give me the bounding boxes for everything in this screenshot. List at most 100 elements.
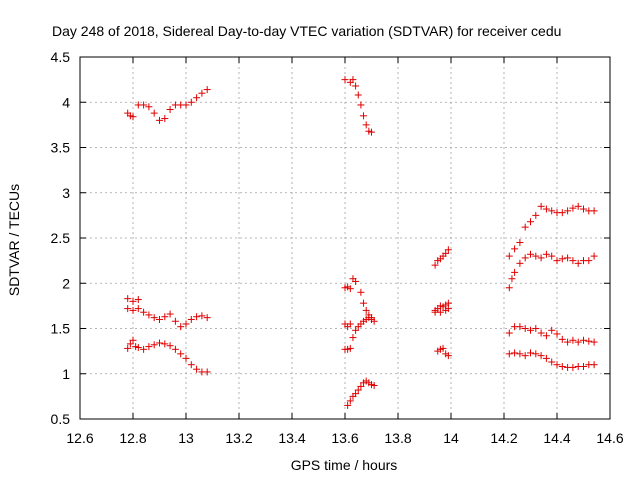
data-point <box>352 326 360 334</box>
data-point <box>537 352 545 360</box>
data-point <box>542 332 550 340</box>
data-point <box>553 257 561 265</box>
data-point <box>140 101 148 109</box>
data-point <box>444 352 452 360</box>
data-point <box>521 352 529 360</box>
data-point <box>187 315 195 323</box>
data-point <box>532 252 540 260</box>
data-point <box>542 205 550 213</box>
data-point <box>129 336 137 344</box>
data-point <box>124 305 132 313</box>
data-point <box>564 207 572 215</box>
data-point <box>553 361 561 369</box>
data-point <box>360 112 368 120</box>
data-point <box>516 350 524 358</box>
data-point <box>156 116 163 124</box>
data-point <box>537 329 545 337</box>
data-point <box>548 326 556 334</box>
data-point <box>346 285 354 293</box>
y-tick-label: 4.5 <box>51 49 71 65</box>
data-point <box>346 320 354 328</box>
y-tick-label: 3.5 <box>51 140 71 156</box>
data-point <box>574 259 582 267</box>
data-point <box>527 218 534 226</box>
data-point <box>508 275 516 283</box>
data-point <box>585 337 593 345</box>
data-point <box>346 397 354 405</box>
data-point <box>140 308 148 316</box>
data-point <box>177 323 185 331</box>
x-tick-label: 14.6 <box>596 430 623 446</box>
data-point <box>569 336 577 344</box>
data-point <box>145 103 153 111</box>
data-point <box>357 288 365 296</box>
data-point <box>580 205 587 213</box>
data-point <box>129 306 137 314</box>
data-point <box>548 252 556 260</box>
data-point <box>124 295 132 303</box>
data-point <box>150 341 158 349</box>
data-point <box>370 382 378 390</box>
data-point <box>590 207 598 215</box>
data-point <box>516 259 524 267</box>
data-point <box>129 297 137 305</box>
data-point <box>505 350 513 358</box>
data-point <box>341 76 349 84</box>
x-tick-label: 13 <box>178 430 194 446</box>
data-point <box>574 338 582 346</box>
data-point <box>569 257 577 265</box>
data-point <box>177 350 185 358</box>
y-tick-label: 1.5 <box>51 321 71 337</box>
data-point <box>360 299 368 307</box>
data-point <box>352 277 360 285</box>
data-point <box>203 368 211 376</box>
data-point <box>166 310 174 318</box>
x-tick-label: 12.8 <box>119 430 146 446</box>
data-point <box>161 313 169 321</box>
data-point <box>134 296 142 304</box>
data-point <box>134 344 142 352</box>
x-tick-label: 12.6 <box>66 430 93 446</box>
data-point <box>444 246 452 254</box>
data-point <box>553 330 561 338</box>
x-axis-label: GPS time / hours <box>291 457 398 473</box>
data-point <box>444 305 452 313</box>
axis-ticks <box>79 56 611 420</box>
data-point <box>590 361 598 369</box>
data-point <box>193 365 201 373</box>
data-point <box>548 358 556 366</box>
x-tick-label: 13.8 <box>384 430 411 446</box>
data-point <box>198 312 206 320</box>
data-point <box>505 329 513 337</box>
x-tick-label: 14.2 <box>490 430 517 446</box>
data-point <box>537 202 545 210</box>
data-point <box>354 91 362 99</box>
data-point <box>511 245 519 253</box>
data-point <box>362 121 370 129</box>
data-point <box>126 340 134 348</box>
data-point <box>150 109 158 117</box>
data-point <box>344 401 352 409</box>
data-point <box>349 76 357 84</box>
data-point <box>558 255 566 263</box>
data-point <box>537 254 545 262</box>
data-point <box>166 105 174 113</box>
data-point <box>548 207 556 215</box>
data-point <box>580 363 587 371</box>
data-point <box>349 334 357 342</box>
y-tick-label: 1 <box>62 366 70 382</box>
data-point <box>171 345 179 353</box>
data-point <box>140 345 148 353</box>
data-point <box>521 254 529 262</box>
data-point <box>542 354 550 362</box>
data-point <box>129 113 137 121</box>
data-point <box>368 128 375 136</box>
x-tick-label: 13.2 <box>225 430 252 446</box>
data-point <box>564 338 572 346</box>
data-point <box>439 344 447 352</box>
data-point <box>193 313 201 321</box>
data-points <box>124 76 598 409</box>
x-tick-labels: 12.6 12.8 13 13.2 13.4 13.6 13.8 14 14.2 14.4 14.6 <box>66 430 623 446</box>
data-point <box>161 340 169 348</box>
